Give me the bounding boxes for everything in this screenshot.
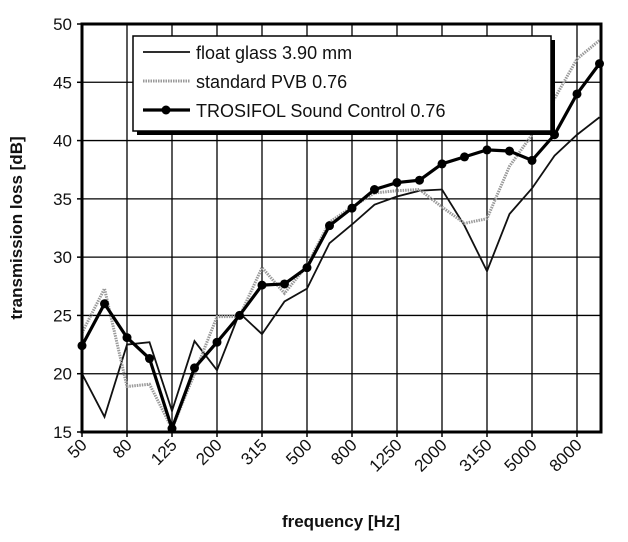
data-point: [257, 280, 267, 290]
data-point: [415, 175, 424, 185]
legend-label: TROSIFOL Sound Control 0.76: [196, 101, 445, 121]
data-point: [392, 178, 402, 188]
x-tick-label: 1250: [366, 435, 406, 475]
data-point: [280, 279, 289, 289]
data-point: [212, 337, 222, 347]
y-tick-label: 35: [53, 190, 72, 209]
data-point: [527, 155, 537, 165]
x-tick-label: 800: [327, 435, 360, 468]
y-tick-label: 20: [53, 365, 72, 384]
plot-frame: [80, 22, 603, 434]
data-point: [100, 299, 109, 309]
series-line-0: [81, 116, 601, 420]
x-axis-title: frequency [Hz]: [282, 512, 400, 531]
data-point: [145, 354, 154, 364]
legend-label: standard PVB 0.76: [196, 72, 347, 92]
x-tick-label: 8000: [546, 435, 586, 475]
data-point: [505, 146, 514, 156]
data-point: [235, 310, 244, 320]
legend-label: float glass 3.90 mm: [196, 43, 352, 63]
x-tick-label: 2000: [411, 435, 451, 475]
x-tick-label: 200: [192, 435, 225, 468]
data-point: [190, 363, 199, 373]
x-tick-label: 125: [147, 435, 180, 468]
data-point: [460, 152, 469, 162]
y-tick-label: 45: [53, 73, 72, 92]
x-tick-label: 80: [109, 435, 136, 462]
x-axis-ticks: 50 80 125 200 315 500 800 1250 2000 3150 5000 8000: [64, 432, 586, 476]
y-axis-title: transmission loss [dB]: [7, 136, 26, 319]
x-tick-label: 315: [237, 435, 270, 468]
x-tick-label: 5000: [501, 435, 541, 475]
data-point: [437, 159, 447, 169]
data-point: [302, 263, 312, 273]
series-lines: [77, 39, 604, 434]
x-tick-label: 500: [282, 435, 315, 468]
data-point: [370, 185, 379, 195]
legend-marker: [161, 105, 171, 115]
data-point: [122, 333, 132, 343]
data-point: [325, 221, 334, 231]
legend: float glass 3.90 mm standard PVB 0.76 TROS…: [132, 35, 555, 135]
data-point: [347, 203, 357, 213]
y-tick-label: 25: [53, 306, 72, 325]
y-tick-label: 40: [53, 132, 72, 151]
legend-box: [132, 35, 552, 132]
data-point: [482, 145, 492, 155]
y-tick-label: 15: [53, 423, 72, 442]
y-tick-label: 50: [53, 15, 72, 34]
data-point: [572, 89, 582, 99]
x-tick-label: 3150: [456, 435, 496, 475]
y-axis-ticks: 15 20 25 30 35 40 45 50: [53, 15, 82, 442]
y-tick-label: 30: [53, 248, 72, 267]
